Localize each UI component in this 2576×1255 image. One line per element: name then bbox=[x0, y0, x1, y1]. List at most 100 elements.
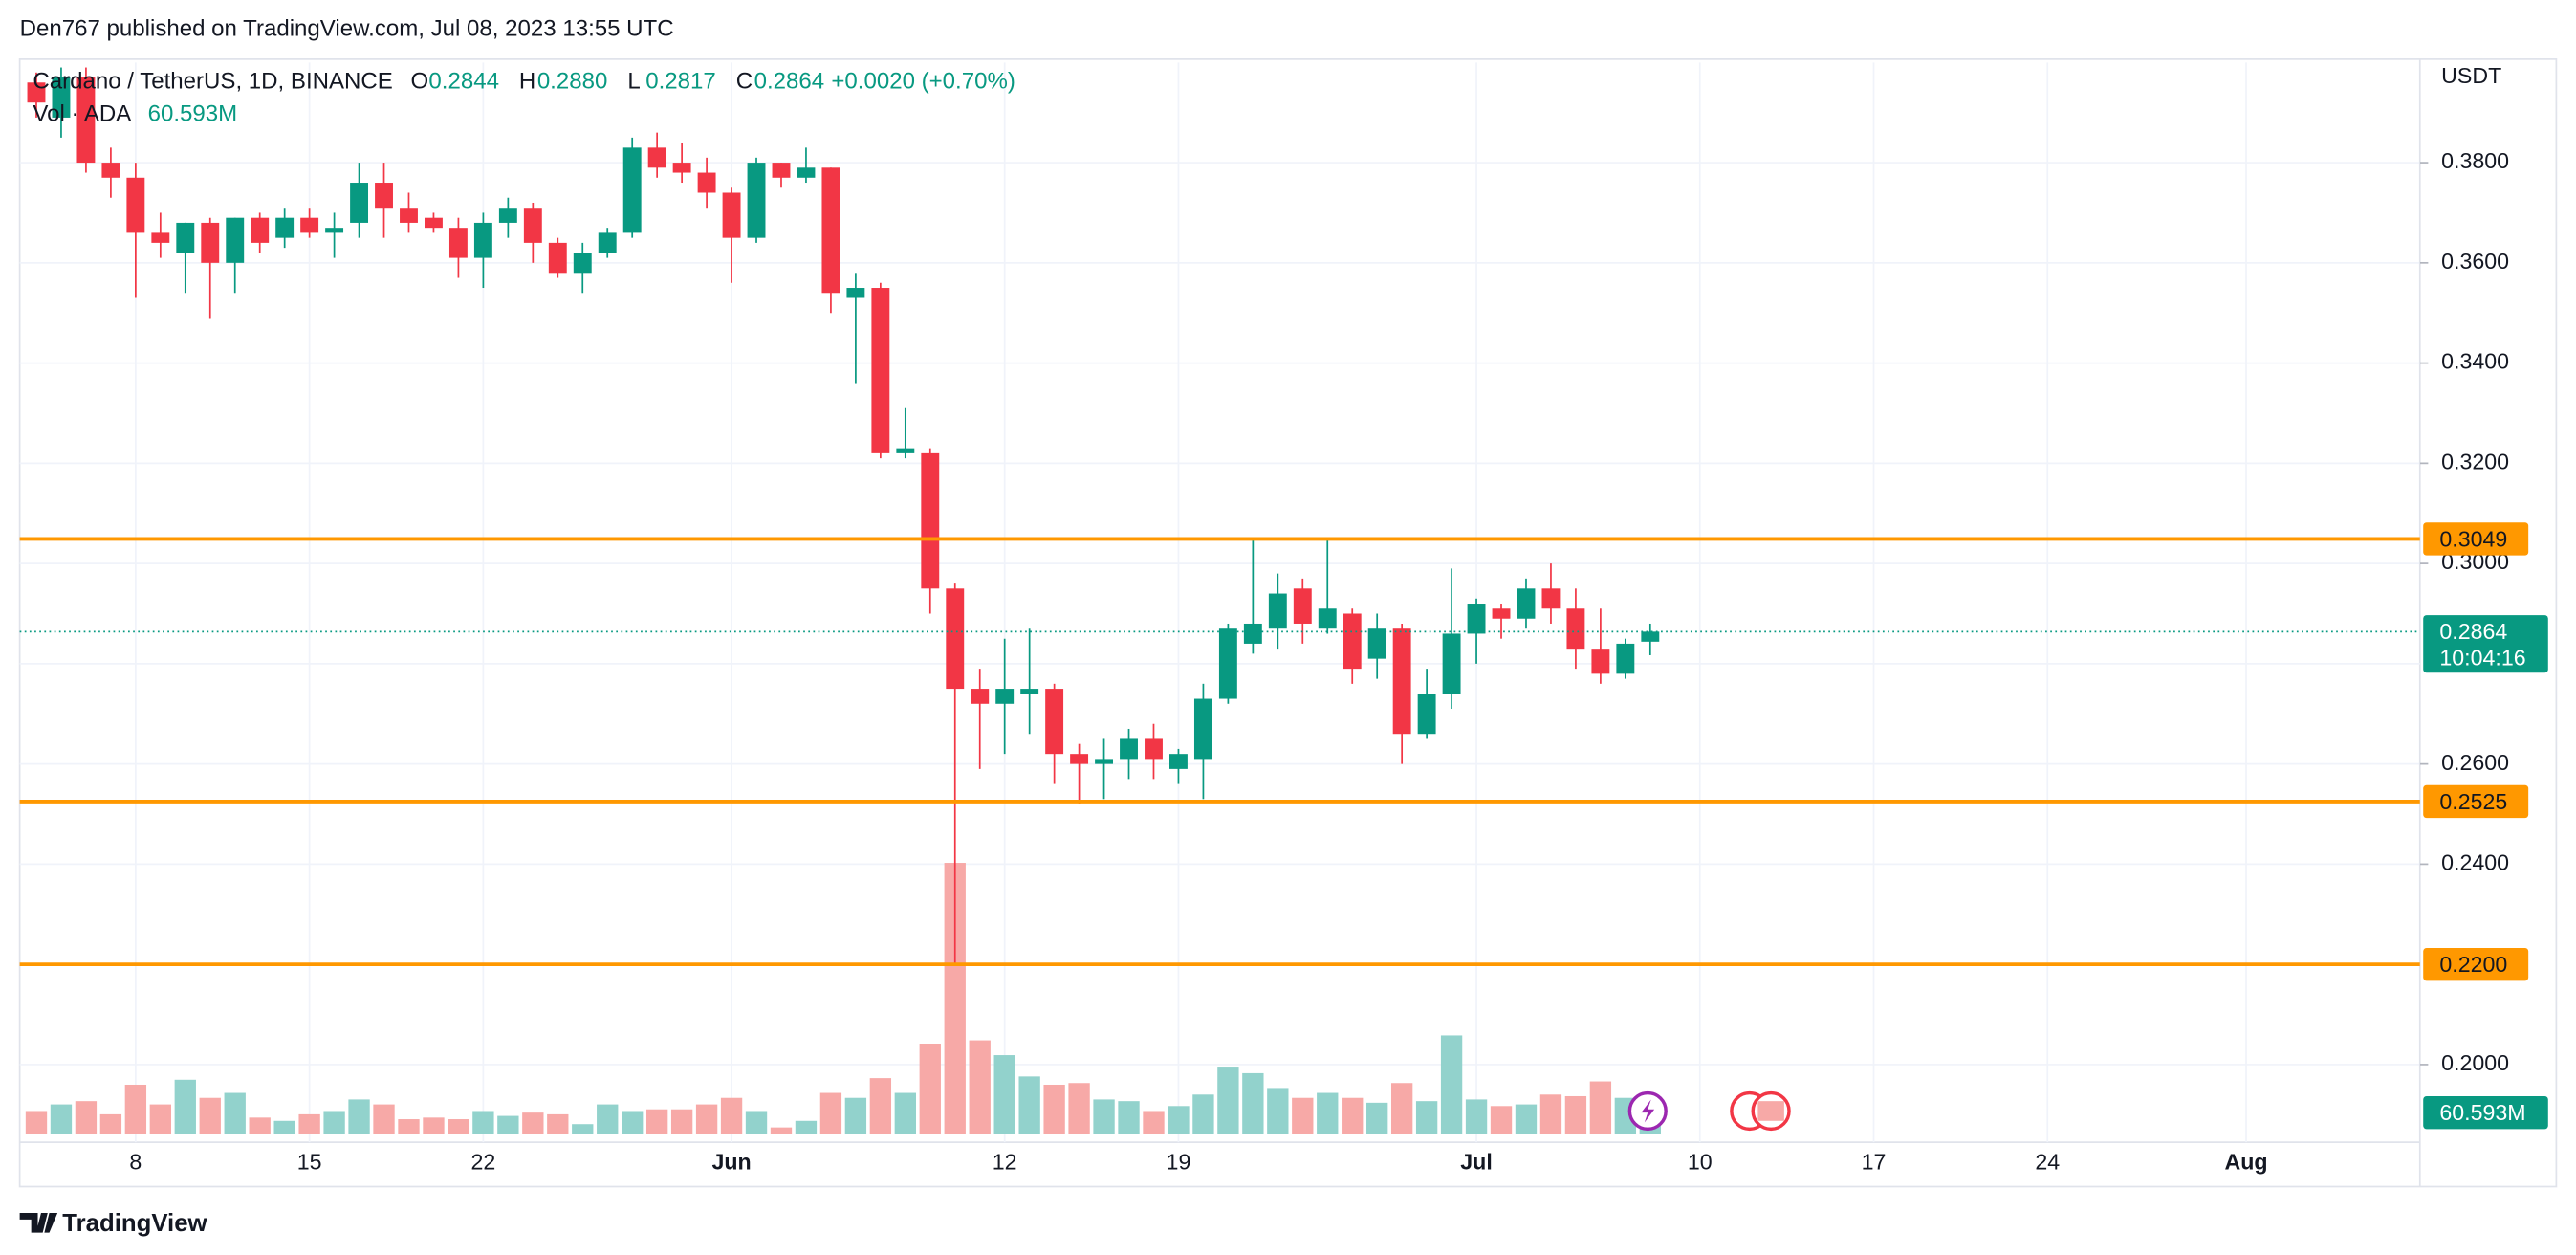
volume-bar bbox=[423, 1117, 445, 1134]
candle-body bbox=[448, 228, 468, 258]
x-tick-label: Jul bbox=[1460, 1150, 1493, 1175]
x-tick-label: 22 bbox=[470, 1150, 495, 1175]
candle-body bbox=[1243, 623, 1262, 644]
published-line: Den767 published on TradingView.com, Jul… bbox=[20, 15, 674, 41]
candle-body bbox=[1120, 738, 1138, 760]
change: +0.0020 (+0.70%) bbox=[831, 68, 1015, 94]
volume-bar bbox=[1465, 1099, 1488, 1134]
volume-bar bbox=[497, 1115, 519, 1134]
candle-body bbox=[251, 217, 270, 243]
volume-bar bbox=[1539, 1094, 1562, 1134]
volume-bar bbox=[969, 1040, 991, 1134]
ohlc-value: 0.2817 bbox=[645, 68, 716, 94]
candle-body bbox=[946, 588, 965, 690]
volume-bar bbox=[944, 863, 966, 1134]
y-tick-label: 0.2600 bbox=[2441, 750, 2509, 775]
volume-bar bbox=[472, 1111, 494, 1134]
volume-bar bbox=[1490, 1106, 1513, 1134]
volume-bar bbox=[670, 1109, 693, 1134]
level-label: 0.2525 bbox=[2439, 789, 2507, 814]
current-price-box bbox=[2423, 615, 2548, 673]
candle-body bbox=[821, 167, 840, 294]
candle-body bbox=[1268, 593, 1287, 629]
volume-bar bbox=[919, 1044, 941, 1134]
ohlc-letter: L bbox=[627, 68, 640, 94]
volume-bar bbox=[819, 1092, 842, 1134]
candle-body bbox=[27, 82, 46, 103]
y-tick-label: 0.3200 bbox=[2441, 449, 2509, 473]
candle-body bbox=[275, 217, 295, 238]
volume-bar bbox=[99, 1113, 122, 1134]
countdown: 10:04:16 bbox=[2439, 646, 2525, 671]
volume-bar bbox=[50, 1104, 73, 1134]
candle-body bbox=[1343, 613, 1362, 670]
volume-bar bbox=[224, 1092, 246, 1134]
volume-bar bbox=[1292, 1097, 1314, 1134]
volume-bar bbox=[522, 1112, 544, 1134]
x-tick-label: 24 bbox=[2035, 1150, 2060, 1175]
y-tick-label: 0.2000 bbox=[2441, 1050, 2509, 1075]
volume-bar bbox=[547, 1113, 569, 1134]
candle-body bbox=[1218, 628, 1237, 699]
candle-body bbox=[1367, 628, 1386, 659]
candle-body bbox=[896, 448, 915, 453]
ohlc-letter: C bbox=[736, 68, 753, 94]
candle-body bbox=[1417, 694, 1436, 735]
candle-body bbox=[1566, 608, 1585, 650]
volume-bar bbox=[795, 1120, 818, 1134]
tv-logo bbox=[19, 1212, 58, 1233]
candle-body bbox=[1392, 628, 1411, 735]
candle-body bbox=[226, 217, 245, 263]
legend: Cardano / TetherUS, 1D, BINANCE Vol · AD… bbox=[33, 68, 1015, 126]
candle-body bbox=[747, 163, 766, 238]
volume-bar bbox=[323, 1111, 345, 1134]
volume-label-box bbox=[2423, 1096, 2548, 1130]
volume-bar bbox=[622, 1111, 644, 1134]
candle-body bbox=[772, 163, 791, 178]
ohlc-value: 0.2864 bbox=[754, 68, 825, 94]
volume-bar bbox=[373, 1104, 395, 1134]
volume-bar bbox=[1415, 1101, 1438, 1134]
ohlc-value: 0.2880 bbox=[537, 68, 608, 94]
event-icon-glyph bbox=[1641, 1099, 1655, 1123]
volume-bar bbox=[25, 1111, 48, 1134]
candle-body bbox=[697, 172, 716, 193]
x-tick-label: 19 bbox=[1167, 1150, 1191, 1175]
volume-bar bbox=[199, 1097, 221, 1134]
candle-body bbox=[573, 253, 592, 274]
volume-bar bbox=[249, 1117, 271, 1134]
volume-bar bbox=[1564, 1095, 1587, 1134]
level-label-box bbox=[2423, 947, 2529, 981]
level-label-box bbox=[2423, 784, 2529, 819]
volume-name: Vol · ADA bbox=[33, 101, 131, 127]
candles bbox=[27, 67, 1660, 965]
y-tick-label: 0.3800 bbox=[2441, 148, 2509, 173]
candle-body bbox=[1145, 738, 1163, 760]
volume-last: 60.593M bbox=[148, 101, 238, 127]
level-label: 0.2200 bbox=[2439, 952, 2507, 977]
volume-bar bbox=[844, 1097, 867, 1134]
x-tick-label: 8 bbox=[129, 1150, 142, 1175]
volume-bar bbox=[273, 1120, 295, 1134]
candle-body bbox=[1616, 643, 1635, 674]
candle-body bbox=[201, 222, 220, 263]
candle-body bbox=[797, 167, 816, 178]
candle-body bbox=[498, 208, 517, 223]
candle-body bbox=[400, 208, 418, 223]
volume-bar bbox=[1267, 1088, 1289, 1134]
candle-body bbox=[151, 232, 170, 243]
ohlc-letter: H bbox=[519, 68, 535, 94]
volume-bar bbox=[695, 1104, 718, 1134]
x-tick-label: 15 bbox=[297, 1150, 322, 1175]
x-tick-label: Aug bbox=[2224, 1150, 2267, 1175]
volume-bar bbox=[993, 1055, 1015, 1134]
volume-bar bbox=[597, 1104, 619, 1134]
y-tick-label: 0.2400 bbox=[2441, 850, 2509, 875]
candle-body bbox=[375, 183, 393, 209]
volume-bar bbox=[448, 1119, 469, 1134]
ohlc-value: 0.2844 bbox=[428, 68, 499, 94]
x-tick-label: 17 bbox=[1862, 1150, 1887, 1175]
candle-body bbox=[1095, 759, 1114, 764]
